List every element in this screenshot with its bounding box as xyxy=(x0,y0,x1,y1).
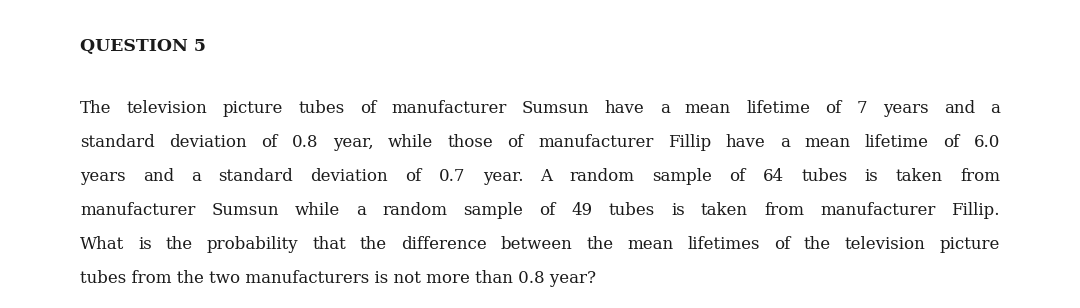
Text: the: the xyxy=(586,236,613,253)
Text: between: between xyxy=(501,236,572,253)
Text: of: of xyxy=(508,134,524,151)
Text: a: a xyxy=(990,100,1000,117)
Text: a: a xyxy=(780,134,789,151)
Text: is: is xyxy=(671,202,685,219)
Text: lifetimes: lifetimes xyxy=(687,236,760,253)
Text: difference: difference xyxy=(401,236,487,253)
Text: sample: sample xyxy=(463,202,523,219)
Text: picture: picture xyxy=(222,100,283,117)
Text: of: of xyxy=(405,168,421,185)
Text: tubes: tubes xyxy=(609,202,656,219)
Text: 7: 7 xyxy=(858,100,867,117)
Text: What: What xyxy=(80,236,124,253)
Text: while: while xyxy=(295,202,340,219)
Text: television: television xyxy=(845,236,926,253)
Text: manufacturer: manufacturer xyxy=(391,100,507,117)
Text: that: that xyxy=(312,236,346,253)
Text: taken: taken xyxy=(895,168,943,185)
Text: while: while xyxy=(388,134,433,151)
Text: tubes from the two manufacturers is not more than 0.8 year?: tubes from the two manufacturers is not … xyxy=(80,270,596,287)
Text: of: of xyxy=(825,100,841,117)
Text: QUESTION 5: QUESTION 5 xyxy=(80,38,206,55)
Text: deviation: deviation xyxy=(311,168,388,185)
Text: 0.7: 0.7 xyxy=(438,168,465,185)
Text: of: of xyxy=(539,202,555,219)
Text: have: have xyxy=(726,134,766,151)
Text: years: years xyxy=(882,100,929,117)
Text: and: and xyxy=(944,100,975,117)
Text: of: of xyxy=(943,134,959,151)
Text: a: a xyxy=(660,100,670,117)
Text: is: is xyxy=(865,168,878,185)
Text: standard: standard xyxy=(218,168,293,185)
Text: those: those xyxy=(447,134,494,151)
Text: Sumsun: Sumsun xyxy=(212,202,279,219)
Text: A: A xyxy=(540,168,553,185)
Text: standard: standard xyxy=(80,134,154,151)
Text: tubes: tubes xyxy=(298,100,345,117)
Text: manufacturer: manufacturer xyxy=(538,134,653,151)
Text: year.: year. xyxy=(483,168,523,185)
Text: a: a xyxy=(356,202,366,219)
Text: of: of xyxy=(729,168,745,185)
Text: Fillip: Fillip xyxy=(667,134,712,151)
Text: taken: taken xyxy=(701,202,748,219)
Text: sample: sample xyxy=(652,168,712,185)
Text: the: the xyxy=(804,236,832,253)
Text: probability: probability xyxy=(207,236,298,253)
Text: 49: 49 xyxy=(571,202,593,219)
Text: the: the xyxy=(166,236,193,253)
Text: picture: picture xyxy=(940,236,1000,253)
Text: lifetime: lifetime xyxy=(746,100,810,117)
Text: years: years xyxy=(80,168,125,185)
Text: television: television xyxy=(126,100,207,117)
Text: mean: mean xyxy=(804,134,850,151)
Text: deviation: deviation xyxy=(170,134,246,151)
Text: from: from xyxy=(960,168,1000,185)
Text: is: is xyxy=(138,236,152,253)
Text: year,: year, xyxy=(333,134,374,151)
Text: of: of xyxy=(773,236,791,253)
Text: mean: mean xyxy=(627,236,674,253)
Text: tubes: tubes xyxy=(801,168,848,185)
Text: manufacturer: manufacturer xyxy=(820,202,935,219)
Text: Sumsun: Sumsun xyxy=(522,100,590,117)
Text: lifetime: lifetime xyxy=(865,134,929,151)
Text: the: the xyxy=(360,236,387,253)
Text: mean: mean xyxy=(685,100,731,117)
Text: random: random xyxy=(382,202,447,219)
Text: of: of xyxy=(360,100,376,117)
Text: random: random xyxy=(570,168,635,185)
Text: 0.8: 0.8 xyxy=(292,134,319,151)
Text: have: have xyxy=(605,100,645,117)
Text: Fillip.: Fillip. xyxy=(951,202,1000,219)
Text: manufacturer: manufacturer xyxy=(80,202,195,219)
Text: a: a xyxy=(191,168,201,185)
Text: The: The xyxy=(80,100,111,117)
Text: of: of xyxy=(261,134,278,151)
Text: 64: 64 xyxy=(762,168,784,185)
Text: and: and xyxy=(143,168,174,185)
Text: from: from xyxy=(764,202,804,219)
Text: 6.0: 6.0 xyxy=(974,134,1000,151)
